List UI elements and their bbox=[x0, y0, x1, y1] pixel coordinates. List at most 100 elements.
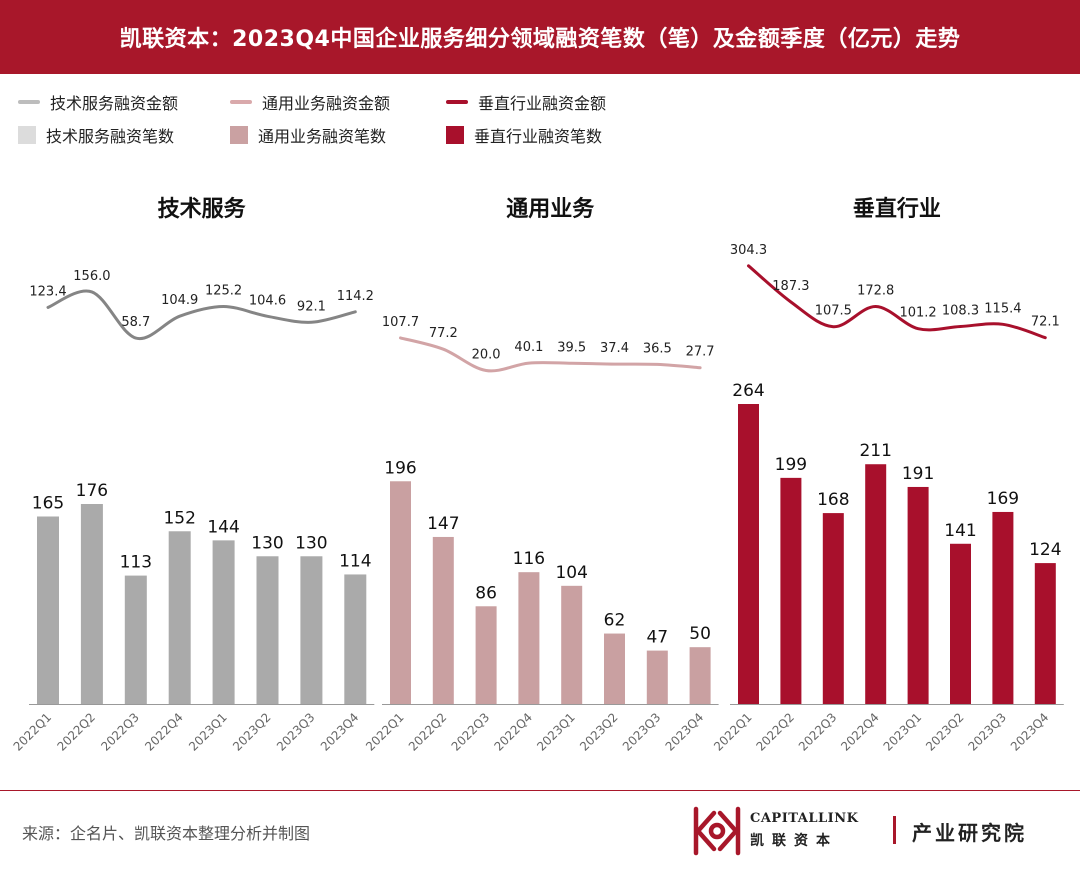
bar-2023Q3 bbox=[992, 511, 1014, 704]
legend-label: 通用业务融资笔数 bbox=[258, 127, 387, 146]
bar-value-label: 50 bbox=[689, 624, 711, 644]
legend-swatch bbox=[18, 100, 40, 104]
legend-swatch bbox=[446, 100, 468, 104]
category-tick-label: 2022Q3 bbox=[796, 710, 840, 754]
bar-value-label: 169 bbox=[987, 489, 1019, 509]
line-value-label: 20.0 bbox=[472, 348, 501, 363]
bar-2023Q1 bbox=[907, 486, 929, 704]
category-tick-label: 2023Q1 bbox=[186, 710, 230, 754]
bar-value-label: 47 bbox=[646, 628, 668, 648]
bar-2022Q1 bbox=[390, 481, 411, 704]
line-value-label: 104.6 bbox=[249, 293, 286, 308]
bar-2022Q4 bbox=[518, 572, 540, 704]
bar-2023Q2 bbox=[604, 633, 625, 704]
bar-2023Q2 bbox=[256, 556, 279, 704]
category-tick-label: 2023Q3 bbox=[965, 710, 1009, 754]
line-value-label: 40.1 bbox=[514, 340, 543, 355]
legend-label: 通用业务融资金额 bbox=[262, 94, 391, 113]
category-tick-label: 2023Q3 bbox=[274, 710, 318, 754]
line-value-label: 115.4 bbox=[984, 301, 1021, 316]
category-tick-label: 2023Q4 bbox=[318, 710, 362, 754]
line-value-label: 58.7 bbox=[121, 315, 150, 330]
bar-value-label: 130 bbox=[295, 533, 327, 553]
legend-swatch bbox=[18, 126, 36, 144]
bar-value-label: 104 bbox=[555, 563, 587, 583]
category-tick-label: 2022Q3 bbox=[449, 710, 493, 754]
bar-value-label: 141 bbox=[944, 521, 976, 541]
legend-item-tech-amount: 技术服务融资金额 bbox=[18, 90, 178, 114]
amount-line bbox=[399, 336, 702, 373]
bar-value-label: 86 bbox=[475, 583, 497, 603]
category-tick-label: 2022Q1 bbox=[711, 710, 755, 754]
line-value-label: 107.7 bbox=[382, 315, 419, 330]
amount-line bbox=[46, 289, 357, 341]
bar-value-label: 168 bbox=[817, 490, 849, 510]
category-tick-label: 2022Q2 bbox=[406, 710, 450, 754]
chart-header: 凯联资本：2023Q4中国企业服务细分领域融资笔数（笔）及金额季度（亿元）走势 bbox=[0, 0, 1080, 74]
line-value-label: 108.3 bbox=[942, 303, 979, 318]
bar-2022Q2 bbox=[432, 536, 454, 704]
bar-2022Q3 bbox=[475, 606, 497, 704]
bar-2022Q4 bbox=[168, 531, 191, 704]
bar-2022Q3 bbox=[124, 575, 147, 704]
logo-separator bbox=[893, 816, 896, 844]
bar-value-label: 211 bbox=[859, 441, 891, 461]
legend: 技术服务融资金额 通用业务融资金额 垂直行业融资金额 技术服务融资笔数 通用业务… bbox=[18, 88, 718, 150]
amount-line bbox=[747, 264, 1047, 340]
bar-2023Q1 bbox=[212, 540, 235, 704]
line-value-label: 172.8 bbox=[857, 283, 894, 298]
bar-value-label: 113 bbox=[120, 553, 152, 573]
line-value-label: 187.3 bbox=[772, 279, 809, 294]
legend-item-general-count: 通用业务融资笔数 bbox=[230, 123, 386, 147]
line-value-label: 36.5 bbox=[643, 341, 672, 356]
legend-label: 垂直行业融资笔数 bbox=[474, 127, 603, 146]
line-value-label: 107.5 bbox=[815, 304, 852, 319]
bar-value-label: 264 bbox=[732, 381, 764, 401]
bar-value-label: 191 bbox=[902, 464, 934, 484]
legend-item-general-amount: 通用业务融资金额 bbox=[230, 90, 390, 114]
bar-2022Q1 bbox=[738, 404, 759, 704]
footer-divider bbox=[0, 790, 1080, 791]
category-tick-label: 2022Q2 bbox=[753, 710, 797, 754]
category-tick-label: 2022Q4 bbox=[491, 710, 535, 754]
legend-item-vertical-count: 垂直行业融资笔数 bbox=[446, 123, 602, 147]
panel-title: 技术服务 bbox=[158, 197, 247, 222]
capitallink-emblem-icon bbox=[693, 806, 741, 856]
legend-item-tech-count: 技术服务融资笔数 bbox=[18, 123, 174, 147]
bar-2022Q2 bbox=[80, 504, 103, 704]
bar-2022Q1 bbox=[37, 516, 59, 704]
line-value-label: 125.2 bbox=[205, 284, 242, 299]
legend-swatch bbox=[230, 100, 252, 104]
category-tick-label: 2023Q4 bbox=[663, 710, 707, 754]
line-value-label: 104.9 bbox=[161, 293, 198, 308]
category-tick-label: 2023Q2 bbox=[577, 710, 621, 754]
category-tick-label: 2022Q2 bbox=[54, 710, 98, 754]
bar-2023Q4 bbox=[344, 574, 367, 704]
category-tick-label: 2023Q3 bbox=[620, 710, 664, 754]
logo-cn-text: 凯联资本 bbox=[750, 833, 838, 849]
panel-title: 通用业务 bbox=[506, 197, 595, 222]
bar-2022Q4 bbox=[865, 464, 887, 704]
legend-swatch bbox=[230, 126, 248, 144]
bar-value-label: 147 bbox=[427, 514, 459, 534]
category-tick-label: 2023Q2 bbox=[923, 710, 967, 754]
legend-swatch bbox=[446, 126, 464, 144]
bar-value-label: 124 bbox=[1029, 540, 1061, 560]
legend-item-vertical-amount: 垂直行业融资金额 bbox=[446, 90, 606, 114]
category-tick-label: 2022Q3 bbox=[98, 710, 142, 754]
bar-value-label: 199 bbox=[775, 455, 807, 475]
category-tick-label: 2022Q1 bbox=[363, 710, 407, 754]
category-tick-label: 2022Q1 bbox=[11, 710, 55, 754]
line-value-label: 101.2 bbox=[899, 306, 936, 321]
bar-2022Q2 bbox=[780, 477, 802, 704]
panel-title: 垂直行业 bbox=[853, 196, 941, 222]
chart-panel-1: 技术服务 165 176 113 152 144 130 130 114 2022Q1 2022Q2… bbox=[11, 197, 375, 754]
line-value-label: 304.3 bbox=[730, 243, 767, 258]
bar-value-label: 196 bbox=[384, 458, 416, 478]
legend-label: 技术服务融资金额 bbox=[50, 94, 179, 113]
main-title: 凯联资本：2023Q4中国企业服务细分领域融资笔数（笔）及金额季度（亿元）走势 bbox=[119, 27, 961, 52]
bar-2022Q3 bbox=[822, 513, 844, 704]
line-value-label: 39.5 bbox=[557, 340, 586, 355]
